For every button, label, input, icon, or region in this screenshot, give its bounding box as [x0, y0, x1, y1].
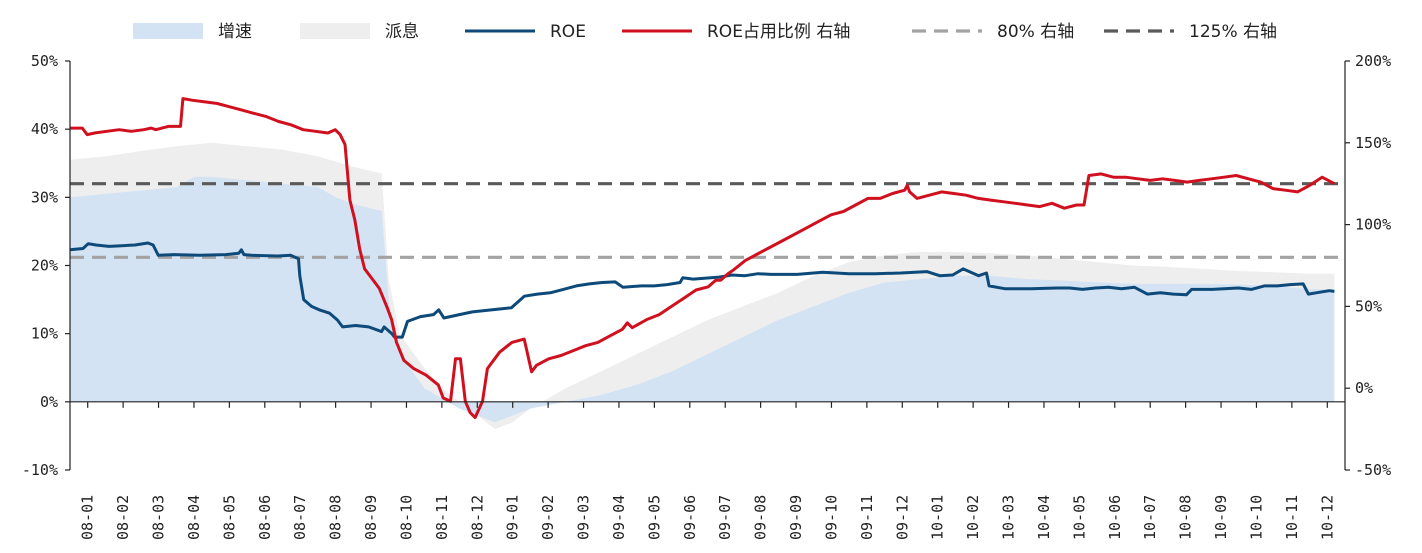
x-tick-label: 08-04 — [185, 495, 203, 540]
left-tick-label: 40% — [31, 120, 58, 138]
right-tick-label: 0% — [1355, 379, 1373, 397]
x-tick-label: 10-03 — [1000, 495, 1018, 540]
x-tick-label: 09-10 — [822, 495, 840, 540]
x-tick-label: 10-11 — [1283, 495, 1301, 540]
x-tick-label: 09-02 — [539, 495, 557, 540]
legend-label-dividend: 派息 — [385, 22, 419, 42]
x-tick-label: 10-01 — [929, 495, 947, 540]
x-tick-label: 10-12 — [1318, 495, 1336, 540]
left-tick-label: 30% — [31, 188, 58, 206]
x-tick-label: 08-10 — [397, 495, 415, 540]
right-tick-label: 150% — [1355, 134, 1391, 152]
x-tick-label: 08-01 — [79, 495, 97, 540]
legend-label-ref125: 125% 右轴 — [1189, 22, 1277, 42]
x-tick-label: 08-12 — [468, 495, 486, 540]
left-tick-label: 10% — [31, 325, 58, 343]
area-layer — [70, 142, 1335, 430]
line-layer — [69, 97, 1336, 420]
x-tick-label: 08-05 — [220, 495, 238, 540]
right-tick-label: -50% — [1355, 461, 1391, 479]
reference-lines — [70, 182, 1345, 259]
x-tick-label: 10-06 — [1106, 495, 1124, 540]
x-tick-label: 10-05 — [1070, 495, 1088, 540]
x-tick-label: 10-10 — [1247, 495, 1265, 540]
x-tick-label: 08-03 — [150, 495, 168, 540]
right-tick-label: 50% — [1355, 297, 1382, 315]
legend-swatch-growth — [133, 23, 203, 39]
left-tick-label: 50% — [31, 52, 58, 70]
right-tick-label: 200% — [1355, 52, 1391, 70]
x-tick-label: 09-09 — [787, 495, 805, 540]
x-tick-label: 09-12 — [893, 495, 911, 540]
axes: -10% 0% 10% 20% 30% 40% 50% -50% 0% 50% 100% 150% 20… — [22, 52, 1391, 540]
x-tick-label: 08-07 — [291, 495, 309, 540]
x-tick-label: 10-04 — [1035, 495, 1053, 540]
legend-swatch-dividend — [300, 23, 370, 39]
x-tick-label: 09-05 — [645, 495, 663, 540]
area-growth — [70, 176, 1335, 423]
x-tick-label: 10-08 — [1177, 495, 1195, 540]
left-tick-label: -10% — [22, 461, 58, 479]
line-roe — [69, 241, 1335, 339]
x-tick-label: 08-09 — [362, 495, 380, 540]
x-tick-label: 09-03 — [575, 495, 593, 540]
x-tick-label: 08-11 — [433, 495, 451, 540]
x-tick-label: 10-02 — [964, 495, 982, 540]
x-tick-label: 09-06 — [681, 495, 699, 540]
legend-label-roe: ROE — [550, 22, 586, 42]
legend-label-ratio: ROE占用比例 右轴 — [707, 22, 850, 42]
line-ratio — [70, 97, 1336, 420]
legend: 增速 派息 ROE ROE占用比例 右轴 80% 右轴 125% 右轴 — [133, 22, 1277, 42]
x-tick-label: 09-04 — [610, 495, 628, 540]
x-tick-label: 09-01 — [504, 495, 522, 540]
x-tick-label: 08-06 — [256, 495, 274, 540]
legend-label-ref80: 80% 右轴 — [997, 22, 1074, 42]
left-tick-label: 0% — [40, 393, 58, 411]
x-tick-label: 09-11 — [858, 495, 876, 540]
x-tick-label: 10-09 — [1212, 495, 1230, 540]
x-tick-label: 10-07 — [1141, 495, 1159, 540]
right-tick-label: 100% — [1355, 216, 1391, 234]
x-tick-label: 08-02 — [114, 495, 132, 540]
left-tick-label: 20% — [31, 257, 58, 275]
legend-label-growth: 增速 — [218, 22, 252, 42]
x-tick-label: 09-08 — [752, 495, 770, 540]
x-tick-label: 09-07 — [716, 495, 734, 540]
x-tick-label: 08-08 — [327, 495, 345, 540]
